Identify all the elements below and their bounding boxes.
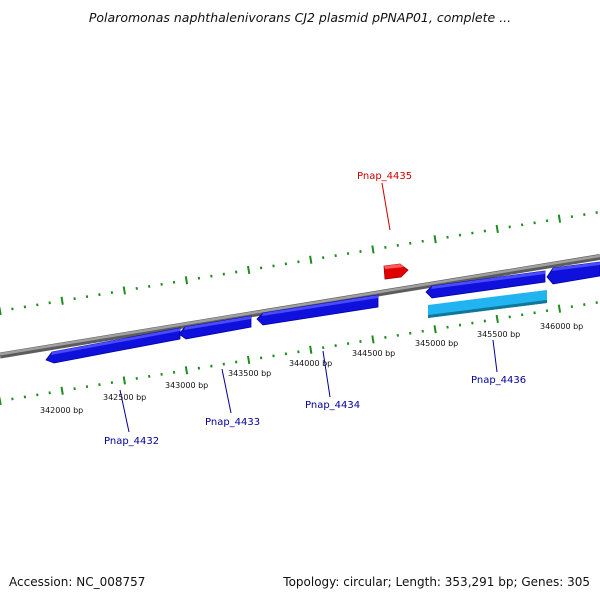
minor-tick — [98, 383, 101, 387]
position-label: 345000 bp — [415, 339, 458, 348]
reverse-gene-arrow[interactable] — [425, 270, 546, 299]
major-tick — [309, 255, 313, 264]
major-tick — [495, 224, 499, 234]
gene-label-pnap-4435[interactable]: Pnap_4435 — [357, 171, 412, 182]
major-tick — [122, 376, 126, 385]
minor-tick — [334, 254, 337, 258]
major-tick — [184, 276, 189, 285]
highlighted-gene[interactable] — [428, 290, 547, 318]
gene-label-pnap-4436[interactable]: Pnap_4436 — [471, 375, 526, 386]
major-tick — [557, 214, 562, 223]
position-label: 343000 bp — [165, 381, 208, 390]
major-tick — [60, 386, 64, 395]
major-tick — [247, 265, 251, 275]
position-label: 342000 bp — [40, 406, 83, 415]
gene-leader-lines — [119, 182, 498, 433]
reverse-gene-arrow[interactable] — [546, 261, 600, 285]
minor-tick — [446, 325, 449, 329]
position-label: 343500 bp — [228, 369, 271, 378]
accession-text: Accession: NC_008757 — [9, 575, 146, 589]
minor-tick — [520, 313, 524, 317]
major-tick — [247, 355, 251, 365]
major-tick — [0, 396, 2, 406]
minor-tick — [409, 241, 412, 245]
minor-tick — [409, 331, 412, 335]
minor-tick — [135, 287, 138, 290]
reverse-gene-arrow[interactable] — [256, 294, 379, 326]
minor-tick — [210, 364, 213, 368]
major-tick — [495, 314, 499, 324]
major-tick — [122, 286, 126, 295]
minor-tick — [135, 377, 138, 380]
reverse-gene-arrow[interactable] — [178, 315, 252, 340]
gene-labels: Pnap_4432 Pnap_4433 Pnap_4434 Pnap_4435 … — [104, 171, 526, 447]
position-label: 344000 bp — [289, 359, 332, 368]
outer-tick-track — [0, 211, 598, 316]
major-tick — [557, 304, 562, 313]
forward-gene-arrow[interactable] — [383, 263, 409, 280]
minor-tick — [446, 235, 449, 239]
plasmid-backbone — [0, 254, 600, 359]
major-tick — [371, 245, 375, 254]
map-title: Polaromonas naphthalenivorans CJ2 plasmi… — [88, 10, 512, 25]
minor-tick — [483, 229, 487, 233]
minor-tick — [172, 370, 176, 374]
inner-tick-track — [0, 301, 598, 406]
major-tick — [184, 366, 189, 375]
position-label: 345500 bp — [477, 330, 520, 339]
position-label: 342500 bp — [103, 393, 146, 402]
major-tick — [60, 296, 64, 305]
topology-summary: Topology: circular; Length: 353,291 bp; … — [283, 575, 590, 589]
major-tick — [371, 335, 375, 344]
gene-label-pnap-4432[interactable]: Pnap_4432 — [104, 436, 159, 447]
minor-tick — [210, 274, 213, 278]
minor-tick — [172, 280, 176, 284]
minor-tick — [98, 293, 101, 297]
position-label: 346000 bp — [540, 322, 583, 331]
minor-tick — [334, 344, 337, 348]
gene-label-pnap-4434[interactable]: Pnap_4434 — [305, 400, 360, 411]
major-tick — [309, 345, 313, 354]
gene-label-pnap-4433[interactable]: Pnap_4433 — [205, 417, 260, 428]
major-tick — [433, 325, 437, 334]
major-tick — [433, 235, 437, 244]
minor-tick — [483, 319, 487, 323]
major-tick — [0, 306, 2, 316]
reverse-gene-arrow[interactable] — [45, 327, 181, 364]
minor-tick — [520, 223, 524, 227]
position-labels: 342000 bp 342500 bp 343000 bp 343500 bp … — [40, 322, 583, 415]
position-label: 344500 bp — [352, 349, 395, 358]
